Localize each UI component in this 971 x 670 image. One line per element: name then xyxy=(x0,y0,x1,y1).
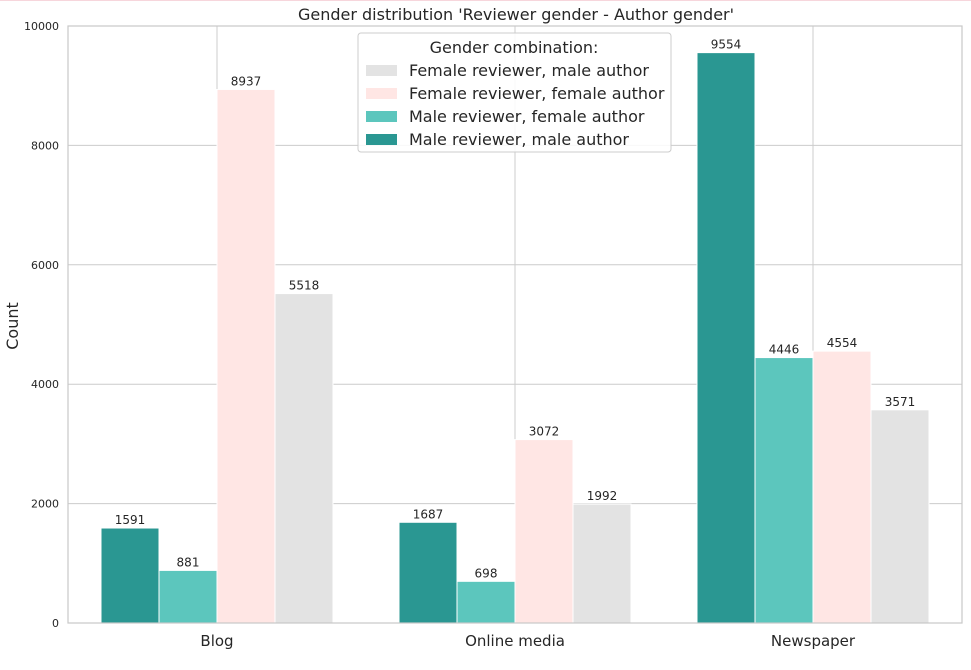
legend-label: Female reviewer, female author xyxy=(409,84,665,103)
y-tick-label: 4000 xyxy=(31,378,59,391)
bar xyxy=(398,521,458,624)
plot-frame xyxy=(67,25,963,624)
legend: Gender combination: Female reviewer, mal… xyxy=(357,32,672,153)
bar-value-label: 698 xyxy=(475,566,498,580)
bar-value-label: 1992 xyxy=(587,489,618,503)
bar xyxy=(274,293,334,624)
legend-swatch xyxy=(366,88,397,99)
y-tick-label: 10000 xyxy=(24,20,59,33)
bar xyxy=(158,569,218,624)
bar xyxy=(216,88,276,624)
y-tick-label: 2000 xyxy=(31,498,59,511)
legend-swatch xyxy=(366,111,397,122)
bar-value-label: 4554 xyxy=(827,336,858,350)
bar-value-label: 3571 xyxy=(885,395,916,409)
bar xyxy=(514,439,574,624)
legend-label: Female reviewer, male author xyxy=(409,61,649,80)
legend-swatch xyxy=(366,65,397,76)
legend-title: Gender combination: xyxy=(430,38,599,57)
plot-border xyxy=(67,25,963,624)
axes: 0 2000 4000 6000 8000 10000 Blog Online media Ne… xyxy=(24,20,856,650)
y-tick-label: 8000 xyxy=(31,139,59,152)
legend-box xyxy=(357,32,672,153)
y-tick-label: 6000 xyxy=(31,259,59,272)
bar-value-label: 1591 xyxy=(115,513,146,527)
bar-value-label: 881 xyxy=(177,555,200,569)
bar-value-label: 5518 xyxy=(289,279,320,293)
legend-label: Male reviewer, male author xyxy=(409,130,629,149)
bar-value-label: 8937 xyxy=(231,74,262,88)
bar-value-label: 3072 xyxy=(529,425,560,439)
bar-value-label: 9554 xyxy=(711,38,742,52)
bar xyxy=(572,503,632,624)
bar xyxy=(696,52,756,624)
bar xyxy=(870,409,930,624)
y-axis-label: Count xyxy=(3,302,22,350)
bar-value-label: 4446 xyxy=(769,343,800,357)
legend-label: Male reviewer, female author xyxy=(409,107,645,126)
legend-swatch xyxy=(366,134,397,145)
y-tick-label: 0 xyxy=(52,617,59,630)
bar-labels: 1591 1687 9554 881 698 4446 8937 3072 4554 5518 19… xyxy=(115,38,916,581)
bar-value-label: 1687 xyxy=(413,507,444,521)
bar xyxy=(456,580,516,624)
x-tick-label: Online media xyxy=(465,632,565,650)
bar xyxy=(754,357,814,624)
x-tick-label: Newspaper xyxy=(771,632,856,650)
bar xyxy=(100,527,160,624)
bar xyxy=(812,350,872,624)
x-tick-label: Blog xyxy=(200,632,233,650)
chart-title: Gender distribution 'Reviewer gender - A… xyxy=(298,5,734,24)
